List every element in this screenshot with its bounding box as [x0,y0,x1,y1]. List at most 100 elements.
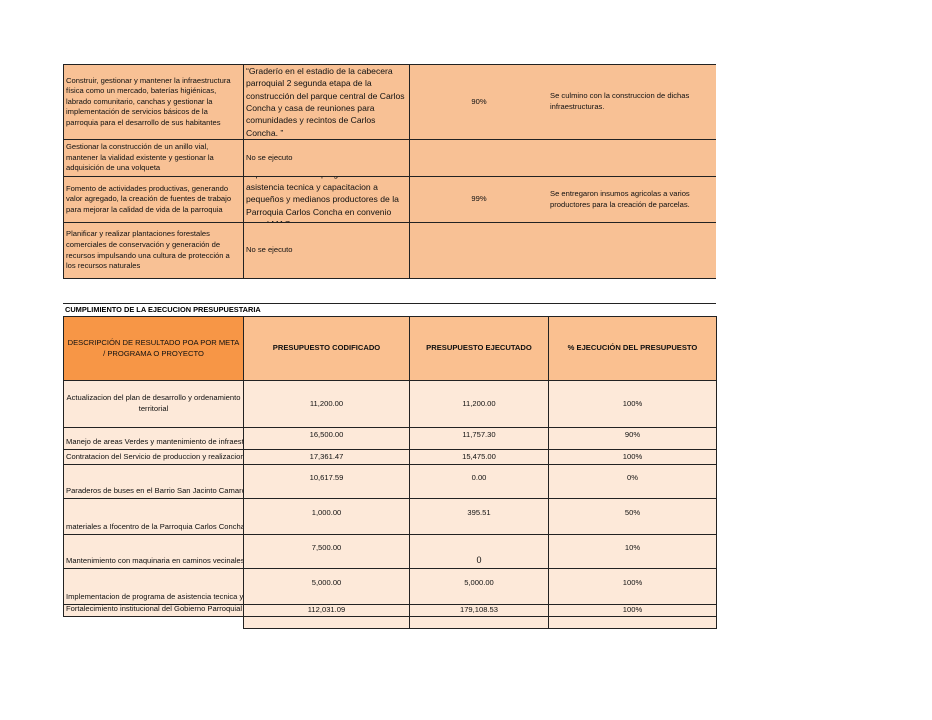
goals-objective-cell-text: Planificar y realizar plantaciones fores… [66,229,230,271]
goals-note-cell-text: Se entregaron insumos agricolas a varios… [550,188,690,209]
budget-cell-0: Contratacion del Servicio de produccion … [63,449,244,465]
budget-table-title: CUMPLIMIENTO DE LA EJECUCION PRESUPUESTA… [63,303,716,316]
budget-cell-0-text: Fortalecimiento institucional del Gobier… [66,604,244,614]
budget-cell-0: Manejo de areas Verdes y mantenimiento d… [63,427,244,450]
budget-header-1: PRESUPUESTO CODIFICADO [243,316,410,381]
goals-objective-cell-text: Gestionar la construcción de un anillo v… [66,142,214,173]
budget-cell-0-text: Actualizacion del plan de desarrollo y o… [66,393,241,413]
budget-header-0: DESCRIPCIÓN DE RESULTADO POA POR META / … [63,316,244,381]
budget-cell-3 [548,616,717,629]
budget-cell-2-text: 0.00 [471,472,487,482]
budget-header-2: PRESUPUESTO EJECUTADO [409,316,549,381]
budget-cell-1: 1,000.00 [243,498,410,535]
budget-cell-2-text: 5,000.00 [464,577,494,587]
budget-cell-2: 0 [409,534,549,569]
budget-cell-2: 0.00 [409,464,549,499]
goals-percent-cell: 99% [409,176,549,223]
budget-cell-0: Implementacion de programa de asistencia… [63,568,244,605]
goals-note-cell: Se culmino con la construccion de dichas… [548,64,716,140]
budget-cell-3-text: 100% [622,605,643,615]
budget-cell-1-text: 17,361.47 [309,451,344,461]
goals-objective-cell: Planificar y realizar plantaciones fores… [63,222,244,279]
budget-cell-3: 100% [548,380,717,428]
budget-cell-0-text: Implementacion de programa de asistencia… [66,592,244,602]
goals-project-cell: “Graderío en el estadio de la cabecera p… [243,64,410,140]
budget-cell-0: materiales a Ifocentro de la Parroquia C… [63,498,244,535]
goals-note-cell-text: Se culmino con la construccion de dichas… [550,91,690,111]
budget-cell-1-text: 11,200.00 [309,399,344,408]
budget-cell-1-text: 5,000.00 [311,577,342,587]
budget-cell-2-text: 11,200.00 [462,399,496,408]
goals-objective-cell-text: Fomento de actividades productivas, gene… [66,183,232,214]
budget-cell-3: 100% [548,568,717,605]
budget-cell-3-text: 0% [627,472,638,482]
goals-percent-cell-text: 90% [471,96,487,106]
budget-cell-2-text: 395.51 [467,507,491,517]
budget-cell-2: 5,000.00 [409,568,549,605]
goals-objective-cell-text: Construir, gestionar y mantener la infra… [66,75,231,127]
budget-cell-1-text: 16,500.00 [309,429,344,439]
budget-header-0-text: DESCRIPCIÓN DE RESULTADO POA POR META / … [67,337,240,358]
budget-cell-3: 0% [548,464,717,499]
budget-cell-0: Actualizacion del plan de desarrollo y o… [63,380,244,428]
goals-objective-cell: Gestionar la construcción de un anillo v… [63,139,244,177]
budget-header-2-text: PRESUPUESTO EJECUTADO [426,343,532,353]
budget-cell-1: 5,000.00 [243,568,410,605]
budget-cell-2: 15,475.00 [409,449,549,465]
budget-cell-0-text: Contratacion del Servicio de produccion … [66,452,244,462]
budget-cell-1 [243,616,410,629]
budget-cell-3-text: 10% [624,542,641,552]
budget-cell-2: 11,200.00 [409,380,549,428]
budget-cell-0: Paraderos de buses en el Barrio San Jaci… [63,464,244,499]
goals-percent-cell [409,222,549,279]
goals-percent-cell-text: 99% [471,194,487,204]
goals-project-cell-text: No se ejecuto [246,245,293,255]
budget-cell-1: 10,617.59 [243,464,410,499]
budget-cell-3: 10% [548,534,717,569]
budget-cell-3: 90% [548,427,717,450]
budget-cell-1: 11,200.00 [243,380,410,428]
budget-cell-1-text: 112,031.09 [307,605,346,615]
budget-cell-0: Mantenimiento con maquinaria en caminos … [63,534,244,569]
budget-cell-0-text: Manejo de areas Verdes y mantenimiento d… [66,437,243,447]
budget-cell-1-text: 7,500.00 [311,542,342,552]
budget-cell-0-text: Paraderos de buses en el Barrio San Jaci… [66,486,244,496]
goals-objective-cell: Fomento de actividades productivas, gene… [63,176,244,223]
goals-project-cell-text: Implementacion de programa de asistencia… [246,177,399,222]
goals-percent-cell: 90% [409,64,549,140]
budget-cell-3-text: 50% [624,507,641,517]
goals-project-cell-text: No se ejecuto [246,152,293,162]
budget-cell-3: 50% [548,498,717,535]
budget-cell-3-text: 100% [622,451,643,461]
budget-cell-2: 11,757.30 [409,427,549,450]
goals-note-cell: Se entregaron insumos agricolas a varios… [548,176,716,223]
goals-note-cell [548,139,716,177]
budget-cell-2-text: 0 [476,555,482,566]
budget-cell-1: 7,500.00 [243,534,410,569]
goals-project-cell-text: “Graderío en el estadio de la cabecera p… [246,65,405,138]
budget-header-3: % EJECUCIÓN DEL PRESUPUESTO [548,316,717,381]
goals-objective-cell: Construir, gestionar y mantener la infra… [63,64,244,140]
budget-cell-2-text: 15,475.00 [462,451,496,461]
budget-cell-3-text: 100% [622,399,643,408]
budget-cell-1: 16,500.00 [243,427,410,450]
goals-note-cell [548,222,716,279]
budget-cell-1-text: 1,000.00 [311,507,342,517]
goals-project-cell: Implementacion de programa de asistencia… [243,176,410,223]
budget-cell-2-text: 179,108.53 [459,605,498,615]
budget-cell-0 [63,616,244,629]
budget-cell-3: 100% [548,449,717,465]
budget-cell-2-text: 11,757.30 [462,429,496,439]
budget-cell-0-text: materiales a Ifocentro de la Parroquia C… [66,522,244,532]
budget-cell-0-text: Mantenimiento con maquinaria en caminos … [66,556,244,566]
budget-cell-1: 17,361.47 [243,449,410,465]
budget-header-3-text: % EJECUCIÓN DEL PRESUPUESTO [567,343,698,353]
goals-project-cell: No se ejecuto [243,139,410,177]
budget-cell-3-text: 100% [622,577,643,587]
budget-cell-2 [409,616,549,629]
goals-percent-cell [409,139,549,177]
budget-header-1-text: PRESUPUESTO CODIFICADO [272,343,381,353]
goals-project-cell: No se ejecuto [243,222,410,279]
budget-cell-3-text: 90% [624,429,641,439]
budget-cell-2: 395.51 [409,498,549,535]
